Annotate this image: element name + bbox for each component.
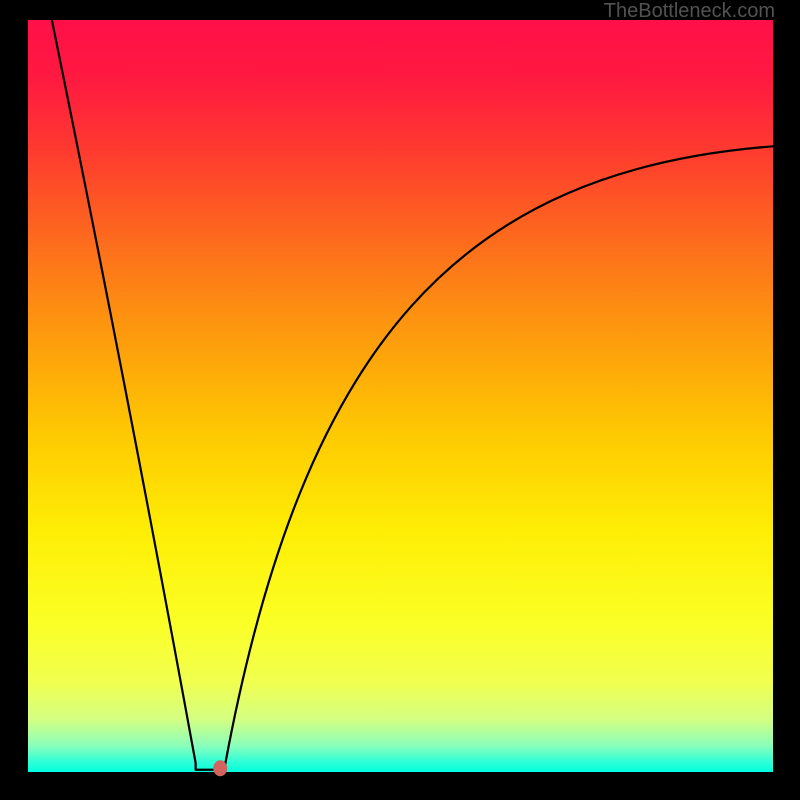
plot-area [28,20,773,772]
curve-overlay [28,20,773,772]
optimal-point-marker [213,760,227,776]
chart-container: TheBottleneck.com [0,0,800,800]
bottleneck-curve [52,20,773,770]
watermark-text: TheBottleneck.com [604,0,775,23]
